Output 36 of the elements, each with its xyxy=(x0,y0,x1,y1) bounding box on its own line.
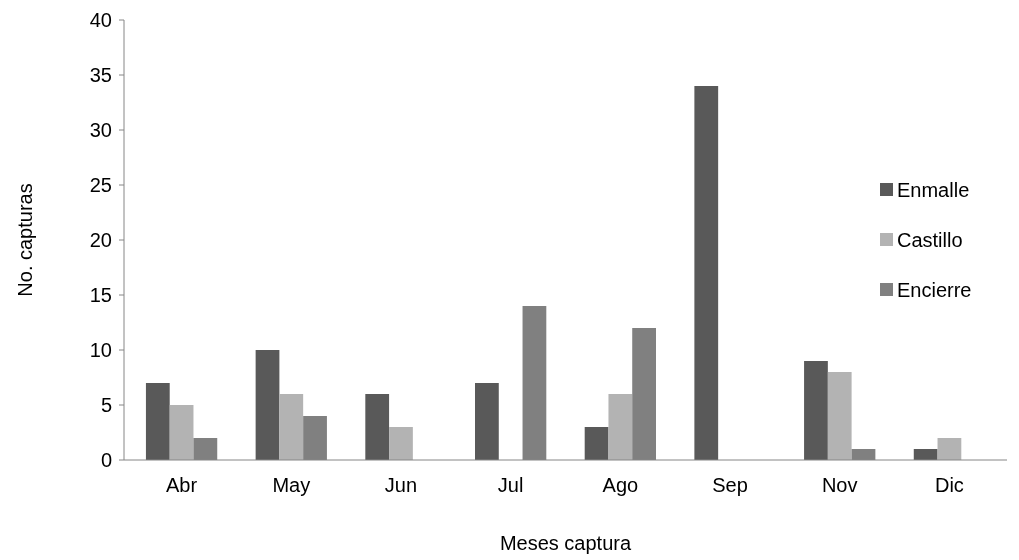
legend-label: Castillo xyxy=(897,229,963,251)
x-tick-label: Jul xyxy=(497,474,524,496)
x-axis-title: Meses captura xyxy=(499,532,632,554)
bar xyxy=(169,405,194,460)
bar xyxy=(365,394,390,460)
x-tick-label: Abr xyxy=(166,474,198,496)
x-tick-label: May xyxy=(272,474,311,496)
x-tick-label: Jun xyxy=(384,474,418,496)
bar xyxy=(937,438,962,460)
bar xyxy=(913,449,938,460)
x-tick-label: Ago xyxy=(602,474,639,496)
y-tick-label: 0 xyxy=(100,449,112,471)
y-tick-label: 30 xyxy=(89,119,112,141)
y-tick-label: 20 xyxy=(89,229,112,251)
legend-label: Encierre xyxy=(897,279,972,301)
y-axis-title: No. capturas xyxy=(14,183,36,297)
x-tick-label: Nov xyxy=(821,474,858,496)
bar xyxy=(584,427,609,460)
x-tick-label: Sep xyxy=(712,474,748,496)
legend-label: Enmalle xyxy=(897,179,970,201)
bar xyxy=(279,394,304,460)
x-tick-label: Dic xyxy=(934,474,964,496)
y-tick-label: 15 xyxy=(89,284,112,306)
bar xyxy=(804,361,828,460)
bar xyxy=(475,383,499,460)
bar xyxy=(694,86,719,460)
bar xyxy=(608,394,633,460)
y-tick-label: 40 xyxy=(89,9,112,31)
bar xyxy=(389,427,413,460)
y-tick-label: 25 xyxy=(89,174,112,196)
y-tick-label: 35 xyxy=(89,64,112,86)
y-tick-label: 10 xyxy=(89,339,112,361)
bar xyxy=(827,372,852,460)
y-tick-label: 5 xyxy=(100,394,112,416)
bar xyxy=(145,383,170,460)
bar xyxy=(255,350,280,460)
